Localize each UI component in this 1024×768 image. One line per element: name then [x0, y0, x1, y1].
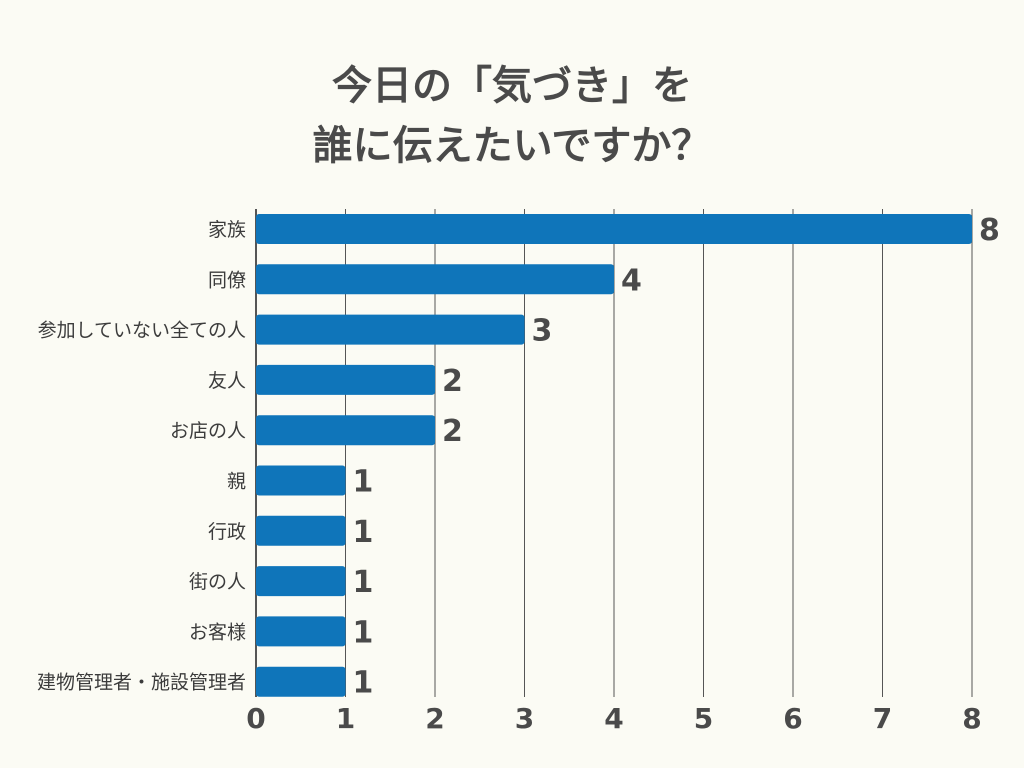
category-label: 参加していない全ての人 [38, 320, 246, 342]
labels-layer: 0 1 2 3 4 5 6 7 8 家族 8 同僚 4 参加していない全ての人 3 友人 2 お店の人 2 親 1 行政 1… [37, 213, 1000, 735]
bar [256, 666, 346, 697]
category-label: 親 [227, 471, 246, 493]
x-tick-label: 1 [336, 702, 355, 735]
data-label: 1 [353, 515, 374, 550]
x-tick-label: 0 [246, 702, 265, 735]
x-tick-label: 4 [604, 702, 623, 735]
x-tick-label: 8 [962, 702, 981, 735]
data-label: 1 [353, 465, 374, 500]
data-label: 8 [979, 213, 1000, 248]
bar [256, 515, 346, 546]
bar [256, 264, 614, 295]
chart-title-line-1: 今日の「気づき」を [332, 63, 692, 109]
bar [256, 364, 435, 395]
data-label: 1 [353, 615, 374, 650]
category-label: 同僚 [208, 269, 246, 291]
category-label: お客様 [189, 621, 246, 643]
data-label: 2 [442, 364, 463, 399]
category-label: 行政 [208, 521, 246, 543]
data-label: 1 [353, 565, 374, 600]
data-label: 3 [532, 314, 553, 349]
bar [256, 616, 346, 647]
bars-layer [256, 214, 972, 697]
bar [256, 214, 972, 244]
category-label: お店の人 [170, 420, 246, 442]
data-label: 2 [442, 414, 463, 449]
chart-title-line-2: 誰に伝えたいですか？ [312, 123, 712, 169]
x-tick-label: 6 [783, 702, 802, 735]
bar [256, 415, 435, 446]
x-tick-label: 5 [694, 702, 713, 735]
data-label: 1 [353, 666, 374, 701]
x-tick-label: 2 [425, 702, 444, 735]
category-label: 街の人 [189, 571, 246, 593]
bar [256, 566, 346, 597]
bar [256, 465, 346, 496]
category-label: 家族 [208, 219, 246, 241]
data-label: 4 [621, 263, 642, 298]
x-tick-label: 7 [873, 702, 892, 735]
category-label: 友人 [208, 370, 246, 392]
category-label: 建物管理者・施設管理者 [37, 672, 246, 694]
bar [256, 314, 525, 345]
x-tick-label: 3 [515, 702, 534, 735]
